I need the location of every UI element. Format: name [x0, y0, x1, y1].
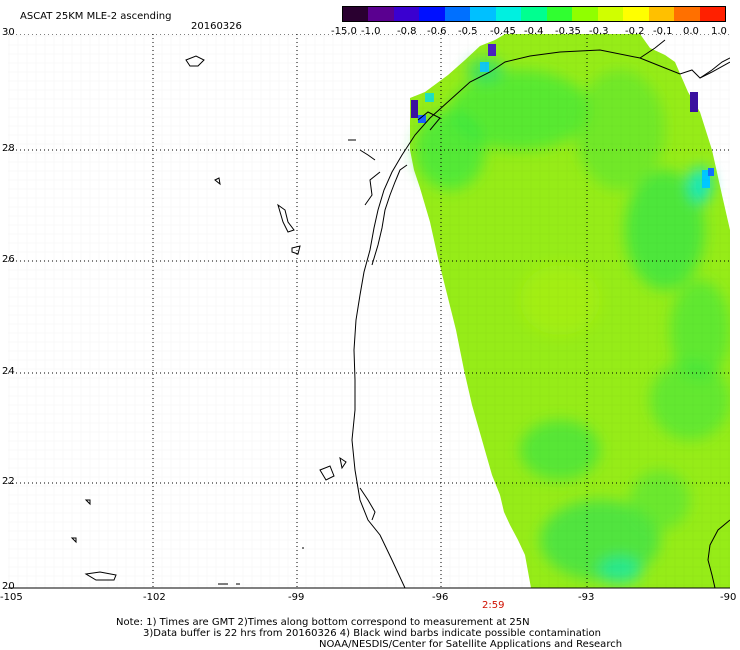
colorbar-label-10: -0.1: [653, 26, 673, 37]
lat-label-22: 22: [2, 476, 15, 487]
colorbar-label-1: -1.0: [361, 26, 381, 37]
colorbar-swatch-7: [521, 7, 547, 21]
colorbar-label-11: 0.0: [683, 26, 699, 37]
lon-label-102: -102: [143, 592, 166, 603]
product-date: 20160326: [191, 21, 242, 32]
colorbar-label-7: -0.35: [555, 26, 581, 37]
colorbar-label-5: -0.45: [490, 26, 516, 37]
graticule: [8, 34, 730, 588]
note-line-3: NOAA/NESDIS/Center for Satellite Applica…: [319, 639, 623, 650]
colorbar-label-4: -0.5: [458, 26, 478, 37]
coastline: [348, 39, 730, 588]
lat-label-24: 24: [2, 366, 15, 377]
colorbar-swatch-5: [470, 7, 496, 21]
colorbar-swatch-11: [623, 7, 649, 21]
lat-label-28: 28: [2, 143, 15, 154]
lon-label-96: -96: [432, 592, 449, 603]
time-marker: 2:59: [482, 600, 505, 611]
colorbar-label-12: 1.0: [711, 26, 727, 37]
colorbar-swatch-9: [572, 7, 598, 21]
islands: [70, 55, 347, 585]
lon-label-99: -99: [288, 592, 305, 603]
colorbar-swatch-1: [368, 7, 394, 21]
colorbar-swatch-6: [495, 7, 522, 21]
note-line-1: Note: 1) Times are GMT 2)Times along bot…: [116, 617, 530, 628]
colorbar-label-8: -0.3: [589, 26, 609, 37]
colorbar-label-9: -0.2: [625, 26, 645, 37]
product-title: ASCAT 25KM MLE-2 ascending: [20, 11, 172, 22]
colorbar: [342, 6, 726, 22]
lon-label-93: -93: [578, 592, 595, 603]
lon-label-90: -90: [720, 592, 737, 603]
colorbar-label-3: -0.6: [427, 26, 447, 37]
colorbar-swatch-14: [699, 7, 726, 21]
colorbar-swatch-12: [648, 7, 675, 21]
colorbar-label-6: -0.4: [524, 26, 544, 37]
lat-label-30: 30: [2, 27, 15, 38]
colorbar-label-2: -0.8: [397, 26, 417, 37]
colorbar-swatch-4: [444, 7, 471, 21]
lon-label-105: -105: [0, 592, 23, 603]
colorbar-label-0: -15.0: [331, 26, 357, 37]
colorbar-swatch-8: [546, 7, 573, 21]
lat-label-26: 26: [2, 254, 15, 265]
colorbar-swatch-3: [419, 7, 445, 21]
colorbar-swatch-13: [674, 7, 700, 21]
lat-label-20: 20: [2, 581, 15, 592]
colorbar-swatch-0: [343, 7, 369, 21]
colorbar-swatch-2: [393, 7, 420, 21]
note-line-2: 3)Data buffer is 22 hrs from 20160326 4)…: [143, 628, 601, 639]
colorbar-swatch-10: [597, 7, 624, 21]
